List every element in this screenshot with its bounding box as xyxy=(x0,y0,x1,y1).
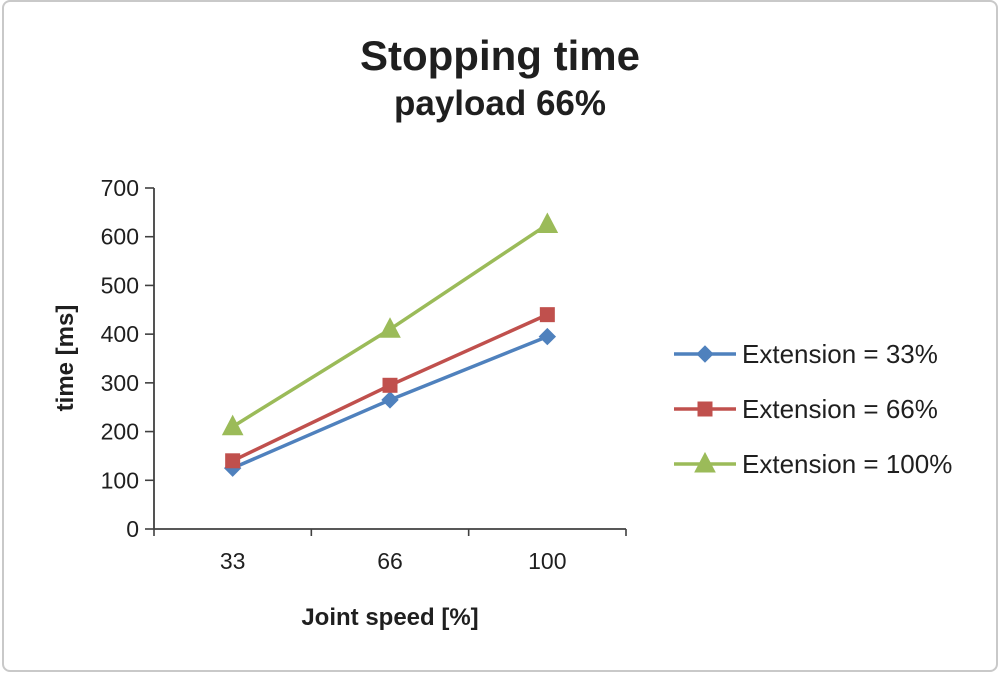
data-point-marker xyxy=(696,345,714,363)
plot-area-svg: 0 100 200 300 400 500 600 700 33 66 100 xyxy=(101,175,627,574)
x-axis-title: Joint speed [%] xyxy=(301,604,479,631)
y-tick-label: 0 xyxy=(126,516,139,542)
chart-legend: Extension = 33% Extension = 66% Extension … xyxy=(672,335,952,483)
y-tick-label: 700 xyxy=(101,175,139,201)
chart-subtitle: payload 66% xyxy=(393,84,607,124)
legend-label: Extension = 100% xyxy=(742,448,953,479)
y-tick-label: 500 xyxy=(101,272,139,298)
y-tick-label: 300 xyxy=(101,370,139,396)
data-point-marker xyxy=(381,391,399,409)
data-point-marker xyxy=(539,307,555,323)
data-point-marker xyxy=(538,327,557,346)
legend-marker-square xyxy=(674,401,736,417)
legend-item: Extension = 33% xyxy=(672,335,952,373)
y-tick-label: 600 xyxy=(101,224,139,250)
data-point-marker xyxy=(225,453,241,469)
chart-title: Stopping time xyxy=(360,32,640,79)
data-point-marker xyxy=(536,212,559,234)
legend-marker-triangle xyxy=(674,451,736,473)
y-tick-label: 400 xyxy=(101,321,139,347)
y-tick-label: 200 xyxy=(101,419,139,445)
series-extension-66- xyxy=(225,307,555,469)
series-extension-100- xyxy=(221,212,559,436)
chart-title-block: Stopping time payload 66% xyxy=(4,32,996,125)
x-tick-label: 100 xyxy=(528,548,566,574)
legend-item: Extension = 100% xyxy=(672,445,952,483)
data-point-marker xyxy=(694,451,716,473)
data-point-marker xyxy=(697,401,713,417)
data-point-marker xyxy=(221,414,244,436)
data-point-marker xyxy=(382,377,398,393)
x-tick-label: 33 xyxy=(220,548,246,574)
data-point-marker xyxy=(379,317,401,338)
legend-item: Extension = 66% xyxy=(672,390,952,428)
y-tick-label: 100 xyxy=(101,467,139,493)
legend-marker-diamond xyxy=(674,345,736,363)
legend-label: Extension = 33% xyxy=(742,338,938,369)
x-tick-label: 66 xyxy=(377,548,403,574)
legend-label: Extension = 66% xyxy=(742,393,938,424)
